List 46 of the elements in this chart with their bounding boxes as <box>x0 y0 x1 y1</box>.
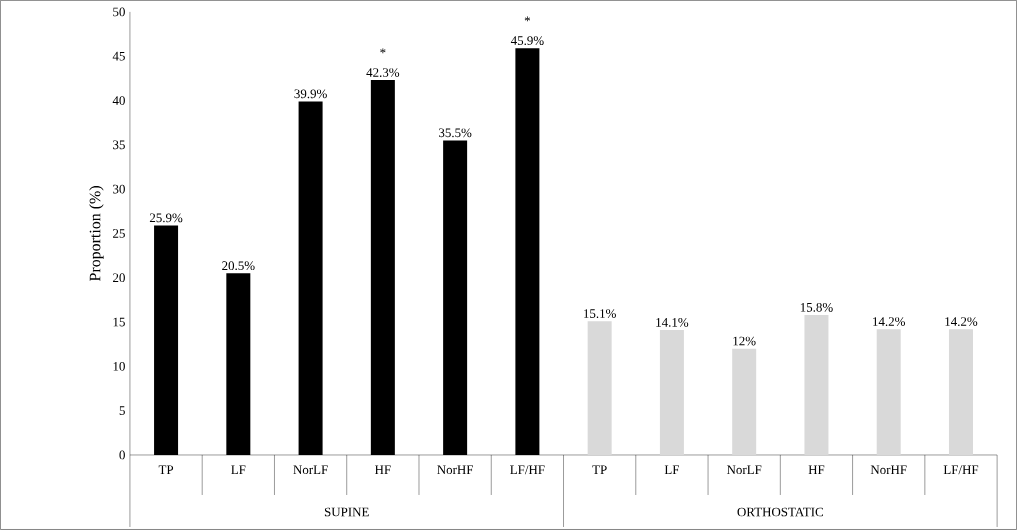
y-tick-label: 15 <box>113 317 125 327</box>
x-tick-label: NorLF <box>726 465 762 475</box>
x-tick-label: HF <box>374 465 391 475</box>
data-label: 45.9% <box>510 36 544 46</box>
data-label: 35.5% <box>439 128 472 138</box>
x-tick-label: NorHF <box>437 465 473 475</box>
data-label: 14.1% <box>656 318 689 327</box>
x-tick-label: LF <box>664 465 680 475</box>
annotation: * <box>380 48 386 54</box>
data-label: 39.9% <box>294 89 327 99</box>
x-tick-label: TP <box>158 465 174 475</box>
y-tick-label: 10 <box>113 362 125 371</box>
text: ORTHOSTATIC <box>737 507 823 517</box>
x-tick-label: TP <box>592 465 607 475</box>
x-tick-label: LF/HF <box>943 465 979 475</box>
y-tick-label: 25 <box>113 229 125 238</box>
y-tick-label: 20 <box>113 273 125 283</box>
data-label: 25.9% <box>149 213 183 223</box>
y-tick-label: 5 <box>119 406 125 416</box>
data-label: 12% <box>733 336 756 346</box>
data-label: 15.1% <box>584 309 616 319</box>
data-label: 14.2% <box>873 317 905 326</box>
annotation: * <box>524 16 531 22</box>
x-tick-label: LF/HF <box>510 465 545 475</box>
x-tick-label: HF <box>808 465 825 475</box>
bar <box>732 348 757 456</box>
data-label: 14.2% <box>945 317 978 326</box>
data-label: 42.3% <box>366 68 400 77</box>
y-tick-label: 40 <box>112 96 125 105</box>
y-axis-title: Proportion (%) <box>89 186 104 282</box>
x-tick-label: NorLF <box>293 465 328 475</box>
bar <box>804 315 829 456</box>
x-tick-label: NorHF <box>870 465 907 475</box>
bar <box>587 321 612 456</box>
y-tick-label: 35 <box>113 140 125 150</box>
bar <box>659 330 684 456</box>
data-label: 20.5% <box>222 261 255 271</box>
text: SUPINE <box>324 507 369 517</box>
bar <box>948 329 973 456</box>
y-tick-label: 0 <box>119 450 125 460</box>
y-tick-label: 50 <box>113 7 125 17</box>
y-tick-label: 30 <box>113 184 125 194</box>
y-tick-label: 45 <box>112 51 125 61</box>
x-tick-label: LF <box>231 465 246 475</box>
bar <box>876 329 901 456</box>
data-label: 15.8% <box>800 303 833 312</box>
